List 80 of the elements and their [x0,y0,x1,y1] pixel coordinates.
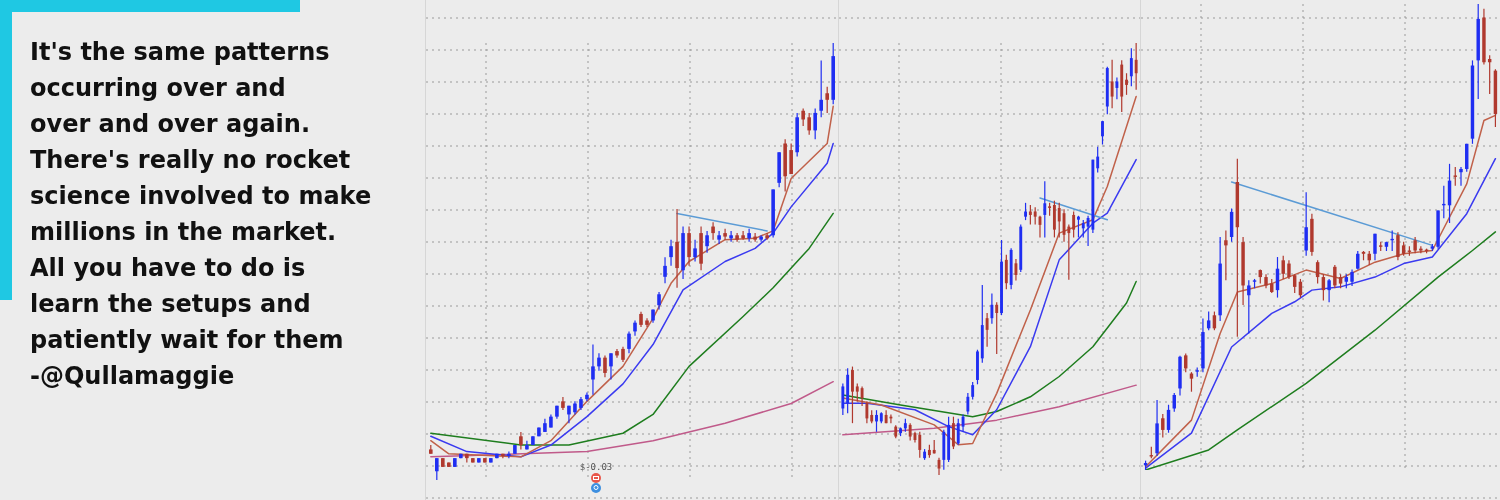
candlestick [813,107,817,140]
candlestick [435,457,439,481]
candlestick [855,382,859,403]
text: science involved to make [30,181,372,212]
candlestick [952,416,955,450]
candlestick [663,256,667,284]
candlestick [990,292,994,325]
candlestick [1057,202,1061,238]
candlestick [1304,191,1308,257]
candlestick [1459,166,1463,187]
text: -@Qullamaggie [30,361,236,392]
candlestick [609,352,613,381]
candlestick [747,228,751,243]
candlestick [1067,223,1071,281]
candlestick [1333,264,1337,289]
candlestick [1125,72,1128,96]
candlestick [1115,76,1119,100]
candlestick [1287,259,1291,280]
candlestick [1072,210,1076,238]
candlestick [729,230,733,243]
candlestick [669,239,673,267]
candlestick [1129,47,1133,87]
text: patiently wait for them [30,325,345,356]
candlestick [1396,231,1400,261]
text: millions in the market. [30,217,338,248]
candlestick [1419,245,1423,254]
candlestick [1327,278,1331,303]
candlestick [899,426,902,437]
candlestick [1096,146,1100,174]
candlestick [1077,215,1080,238]
text: occurring over and [30,73,287,104]
candlestick [615,348,619,359]
candlestick [1043,180,1047,238]
candlestick [717,230,721,245]
candlestick [1101,120,1104,146]
text: All you have to do is [30,253,307,284]
candlestick [1024,202,1027,221]
candlestick [1453,166,1457,187]
candlestick [723,228,727,241]
candlestick [976,349,979,385]
candlestick [741,230,745,241]
candlestick [819,59,823,118]
candlestick [507,451,511,459]
candlestick [1224,229,1228,281]
candlestick [860,385,864,407]
candlestick [1292,273,1297,294]
candlestick [1373,233,1377,261]
candlestick [875,409,878,433]
candlestick [841,382,845,416]
candlestick [627,330,631,354]
candlestick [759,234,763,243]
candlestick [765,232,769,241]
candlestick [711,221,715,241]
text: learn the setups and [30,289,312,320]
candlestick [1000,239,1003,316]
text: There's really no rocket [30,145,352,176]
candlestick [985,312,989,348]
candlestick [1247,279,1251,335]
candlestick [995,301,999,355]
candlestick [591,343,595,396]
candlestick [825,86,829,114]
text: over and over again. [30,109,312,140]
candlestick [693,239,697,263]
candlestick [753,232,757,243]
candlestick [966,392,970,416]
candlestick [1028,204,1032,226]
candlestick [956,418,960,446]
candlestick [865,400,869,424]
annotation: $-0.03 [578,462,614,472]
candlestick [1161,413,1165,438]
candlestick [1110,59,1114,109]
text: It's the same patterns [30,37,331,68]
candlestick [603,354,607,378]
candlestick [705,230,709,254]
candlestick [597,352,601,372]
candlestick [1134,42,1138,91]
candlestick [918,431,922,459]
candlestick [1004,254,1008,290]
candlestick [807,112,811,136]
candlestick [851,365,854,424]
